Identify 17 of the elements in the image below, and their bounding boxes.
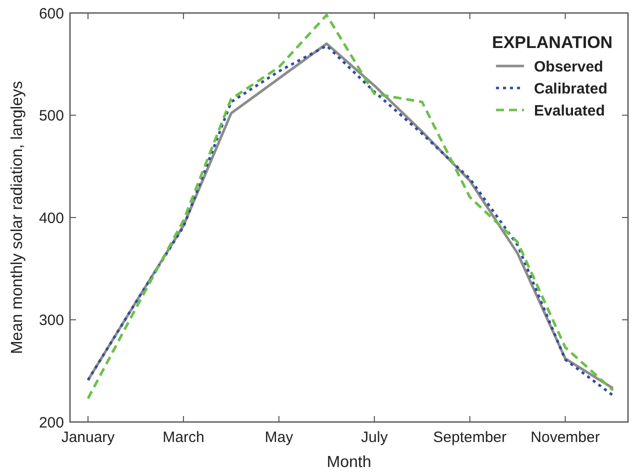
- x-tick-label: July: [361, 429, 388, 446]
- legend-label: Calibrated: [534, 80, 608, 98]
- legend-label: Evaluated: [534, 102, 605, 120]
- y-tick-label: 300: [38, 312, 64, 329]
- legend-title: EXPLANATION: [492, 33, 613, 52]
- y-tick-label: 500: [38, 108, 64, 124]
- x-tick-label: March: [162, 429, 204, 446]
- y-tick-label: 400: [38, 210, 64, 227]
- y-tick-label: 600: [38, 5, 64, 22]
- x-tick-label: November: [530, 429, 600, 446]
- x-tick-label: September: [433, 429, 507, 446]
- x-tick-label: January: [61, 429, 116, 446]
- x-tick-label: May: [264, 429, 294, 446]
- y-axis-title: Mean monthly solar radiation, langleys: [9, 80, 26, 354]
- y-tick-label: 200: [38, 414, 64, 432]
- legend-label: Observed: [534, 58, 604, 76]
- x-axis-title: Month: [326, 454, 372, 471]
